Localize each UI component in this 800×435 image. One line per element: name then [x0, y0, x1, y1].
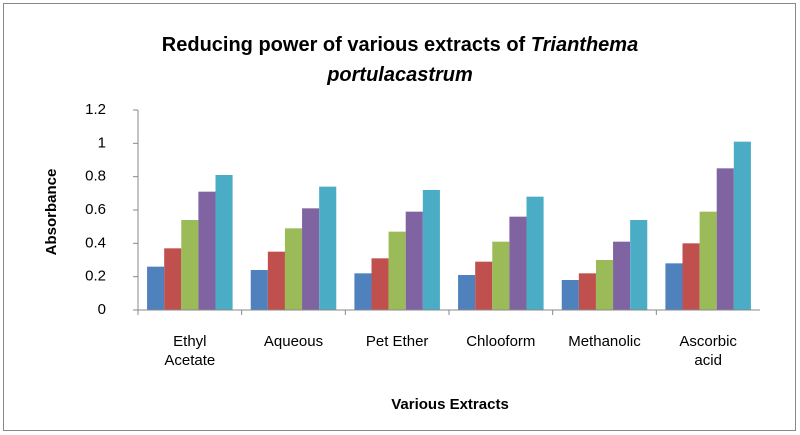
x-tick-label: Chlooform — [466, 333, 536, 350]
x-tick-label: Aqueous — [263, 333, 324, 350]
bar — [561, 280, 579, 310]
x-axis-label: Various Extracts — [391, 396, 509, 413]
bar — [198, 191, 216, 310]
bar — [613, 241, 631, 310]
bar — [267, 251, 285, 310]
bar — [405, 211, 423, 310]
title-text: Reducing power of various extracts of — [161, 34, 526, 56]
bar — [284, 228, 303, 310]
bar — [371, 258, 389, 310]
y-tick-label: 0.4 — [85, 234, 106, 251]
bar — [147, 266, 165, 310]
chart-title: Reducing power of various extracts of Tr… — [120, 30, 680, 90]
bar — [526, 196, 544, 310]
bar — [250, 270, 268, 310]
bar — [388, 231, 406, 310]
x-tick-label: Ascorbic acid — [679, 333, 737, 369]
y-tick-label: 0.6 — [85, 201, 106, 218]
bar — [302, 208, 320, 310]
bar — [699, 211, 717, 310]
y-tick-label: 1 — [98, 134, 106, 151]
y-axis-label: Absorbance — [43, 169, 60, 256]
bar — [595, 260, 614, 310]
bar — [716, 168, 734, 310]
bar — [665, 263, 683, 310]
y-tick-label: 0 — [98, 301, 106, 318]
bar — [509, 216, 527, 310]
y-tick-label: 1.2 — [85, 101, 106, 118]
bar — [458, 275, 476, 310]
x-tick-label: Methanolic — [568, 333, 641, 350]
bar — [630, 220, 648, 310]
y-tick-label: 0.2 — [85, 268, 106, 285]
bar — [215, 175, 233, 310]
bar — [578, 273, 596, 310]
bar — [164, 248, 182, 310]
chart-border — [3, 3, 796, 431]
bar — [422, 190, 440, 310]
bar — [682, 243, 700, 310]
bar — [319, 186, 337, 310]
x-tick-label: Ethyl Acetate — [164, 333, 216, 369]
bar — [733, 141, 751, 310]
x-tick-label: Pet Ether — [365, 333, 429, 350]
bar — [475, 261, 493, 310]
y-tick-label: 0.8 — [85, 168, 106, 185]
title-species: Trianthema portulacastrum — [327, 34, 639, 86]
bar — [354, 273, 372, 310]
bar — [181, 220, 199, 310]
bar — [492, 241, 510, 310]
